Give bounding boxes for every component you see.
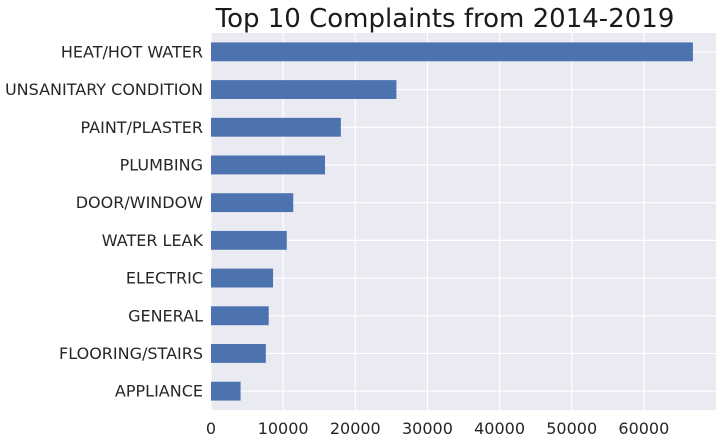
bar-0: [211, 42, 693, 62]
category-label-2: PAINT/PLASTER: [81, 118, 203, 137]
category-label-1: UNSANITARY CONDITION: [5, 80, 203, 99]
x-tick-label-6: 60000: [618, 419, 669, 438]
category-label-6: ELECTRIC: [126, 269, 203, 288]
x-tick-labels: 0 10000 20000 30000 40000 50000 60000: [206, 419, 669, 438]
category-labels: HEAT/HOT WATER UNSANITARY CONDITION PAINT/…: [5, 42, 204, 400]
category-label-0: HEAT/HOT WATER: [61, 42, 203, 61]
category-label-5: WATER LEAK: [102, 231, 204, 250]
bar-6: [211, 268, 274, 288]
category-label-9: APPLIANCE: [115, 382, 203, 401]
x-tick-label-1: 10000: [258, 419, 309, 438]
bars: [211, 42, 693, 401]
x-tick-label-3: 30000: [402, 419, 453, 438]
bar-8: [211, 344, 266, 363]
bar-7: [211, 306, 269, 326]
bar-2: [211, 117, 341, 137]
category-label-3: PLUMBING: [120, 155, 203, 174]
category-label-7: GENERAL: [128, 306, 203, 325]
x-tick-label-5: 50000: [546, 419, 597, 438]
bar-4: [211, 193, 294, 213]
category-label-4: DOOR/WINDOW: [76, 193, 203, 212]
bar-5: [211, 230, 287, 250]
x-tick-label-0: 0: [206, 419, 216, 438]
chart-title: Top 10 Complaints from 2014-2019: [215, 4, 675, 34]
x-tick-label-4: 40000: [474, 419, 525, 438]
bar-3: [211, 155, 325, 175]
category-label-8: FLOORING/STAIRS: [59, 344, 203, 363]
bar-1: [211, 80, 397, 99]
bar-9: [211, 381, 241, 401]
x-tick-label-2: 20000: [330, 419, 381, 438]
